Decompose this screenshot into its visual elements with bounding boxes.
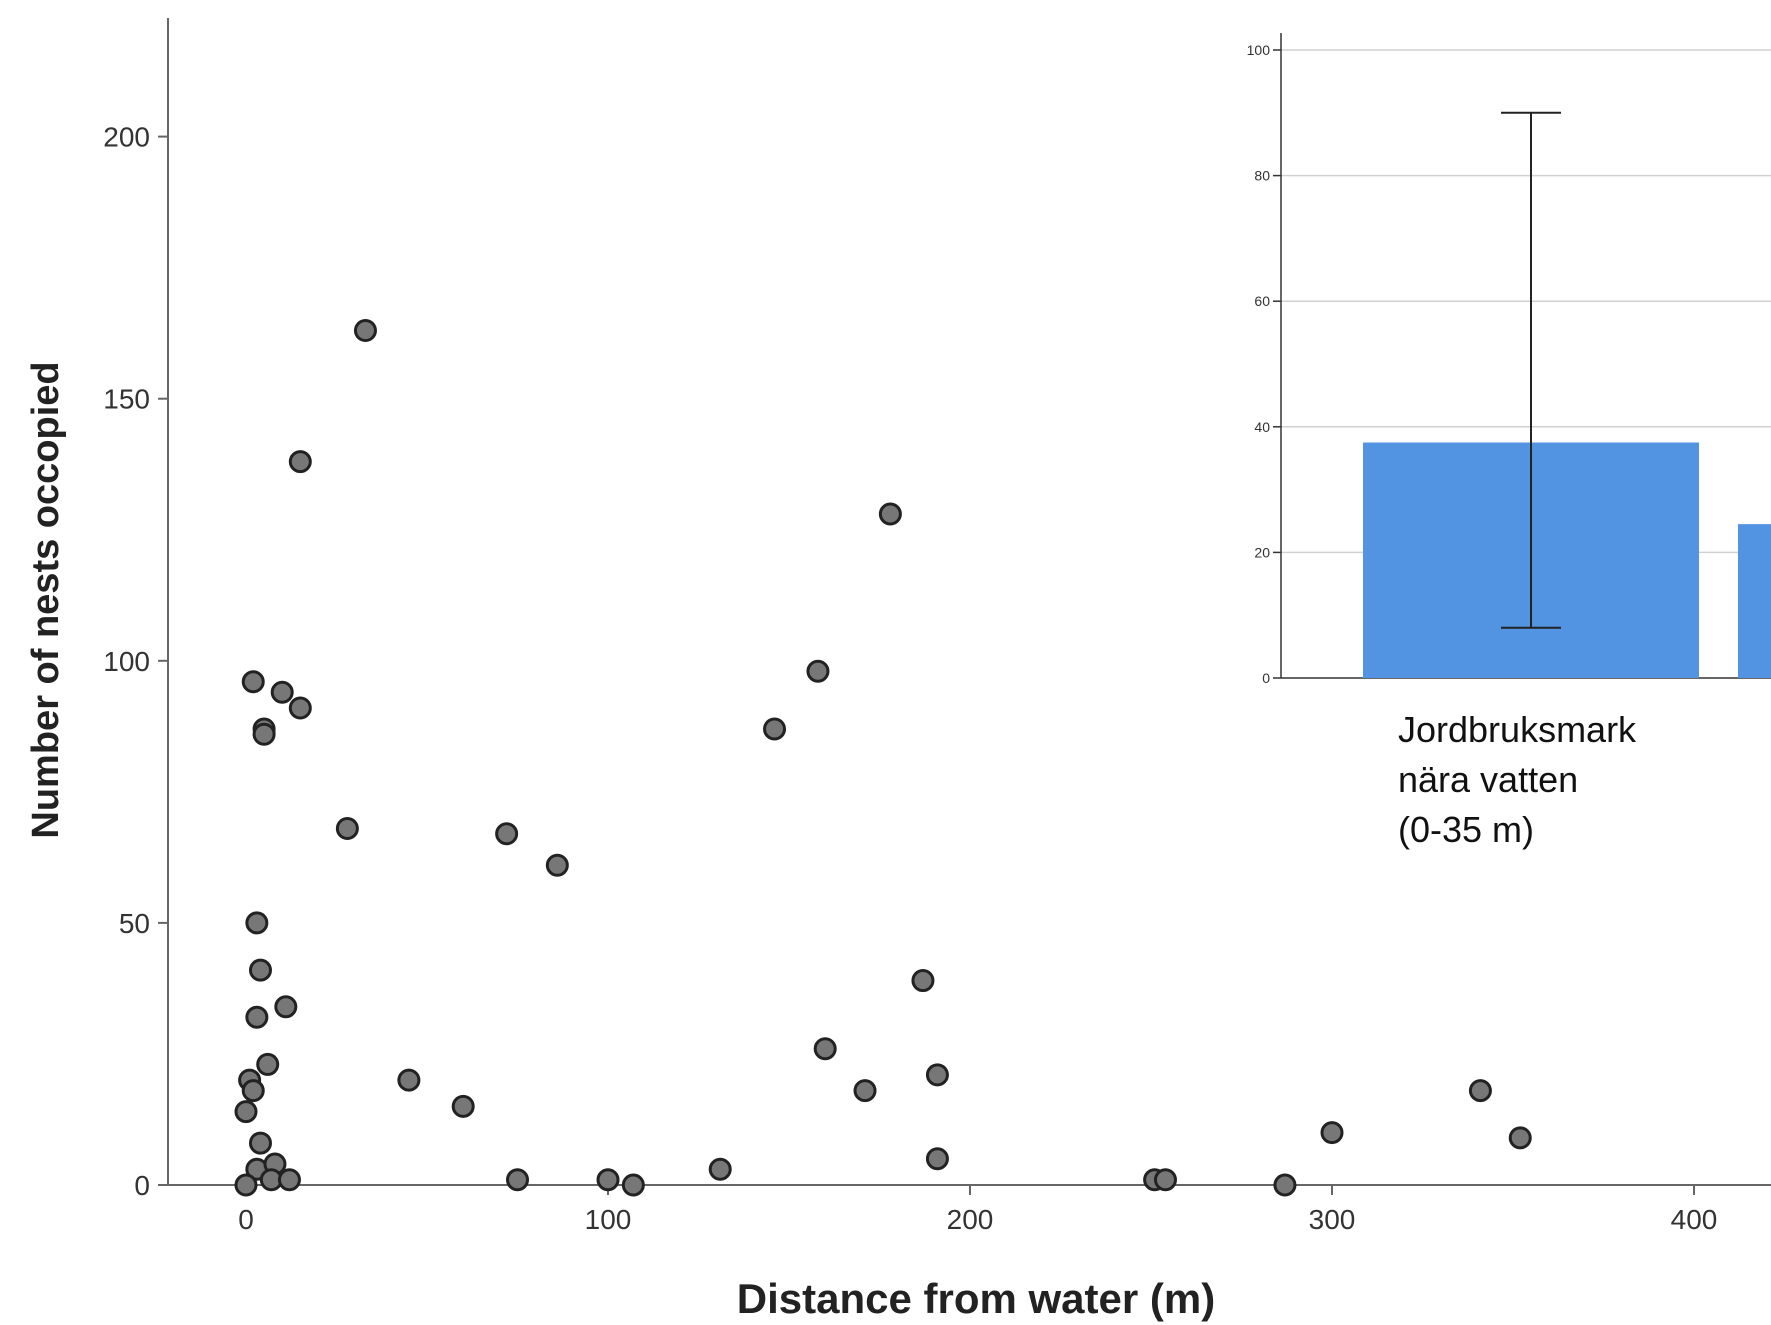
scatter-point [806,659,830,683]
bar-chart-y-tick-label: 60 [1254,293,1270,309]
scatter-point [277,1168,301,1192]
scatter-x-ticks: 0 100 200 300 400 [238,1185,1717,1235]
scatter-point [495,822,519,846]
bar-chart-y-tick-label: 20 [1254,544,1270,560]
scatter-x-axis-label: Distance from water (m) [737,1275,1215,1322]
bar-chart-y-ticks: 0 20 40 60 80 100 [1247,42,1281,686]
scatter-point [353,319,377,343]
bar [1738,524,1771,678]
scatter-y-axis-label: Number of nests occopied [25,361,67,838]
scatter-x-tick-label: 400 [1671,1204,1718,1235]
scatter-point [763,717,787,741]
bar-chart-y-tick-label: 40 [1254,419,1270,435]
scatter-point [545,853,569,877]
bar-category-label-line: nära vatten [1398,759,1578,800]
bar-chart-error-bars [1501,111,1561,629]
scatter-point [1320,1121,1344,1145]
scatter-point [911,969,935,993]
bar-chart-background [1228,30,1771,800]
scatter-point [1273,1173,1297,1197]
scatter-point [241,670,265,694]
bar-category-label: Jordbruksmark nära vatten (0-35 m) [1398,709,1646,850]
scatter-point [256,1052,280,1076]
scatter-point [335,817,359,841]
scatter-point [234,1100,258,1124]
scatter-point [925,1063,949,1087]
scatter-point [596,1168,620,1192]
scatter-point [252,722,276,746]
scatter-x-tick-label: 200 [947,1204,994,1235]
scatter-point [878,502,902,526]
scatter-point [813,1037,837,1061]
scatter-y-tick-label: 150 [103,384,150,415]
bar-chart-y-tick-label: 100 [1247,42,1271,58]
scatter-point [288,450,312,474]
scatter-y-ticks: 0 50 100 150 200 [103,122,168,1201]
bar-chart-y-tick-label: 0 [1262,670,1270,686]
bar-chart: 0 20 40 60 80 100 Jordbruksmark nära vatten (… [1228,30,1771,850]
scatter-y-tick-label: 100 [103,646,150,677]
scatter-point [241,1079,265,1103]
scatter-point [925,1147,949,1171]
scatter-point [248,958,272,982]
scatter-point [270,680,294,704]
scatter-point [1153,1168,1177,1192]
scatter-point [245,1005,269,1029]
scatter-y-tick-label: 200 [103,122,150,153]
scatter-point [288,696,312,720]
bar-category-label-line: (0-35 m) [1398,809,1534,850]
scatter-y-tick-label: 0 [134,1170,150,1201]
scatter-point [708,1157,732,1181]
bar-category-label-line: Jordbruksmark [1398,709,1637,750]
scatter-point [245,911,269,935]
scatter-points [234,319,1532,1197]
scatter-point [1468,1079,1492,1103]
scatter-x-tick-label: 0 [238,1204,254,1235]
scatter-point [397,1068,421,1092]
bar-chart-bars [1363,442,1771,678]
scatter-point [1508,1126,1532,1150]
scatter-point [234,1173,258,1197]
scatter-point [274,995,298,1019]
scatter-y-tick-label: 50 [119,908,150,939]
scatter-point [506,1168,529,1192]
scatter-point [621,1173,645,1197]
scatter-point [248,1131,272,1155]
bar-chart-y-tick-label: 80 [1254,168,1270,184]
scatter-x-tick-label: 300 [1309,1204,1356,1235]
scatter-point [853,1079,877,1103]
scatter-x-tick-label: 100 [585,1204,632,1235]
scatter-point [451,1094,475,1118]
